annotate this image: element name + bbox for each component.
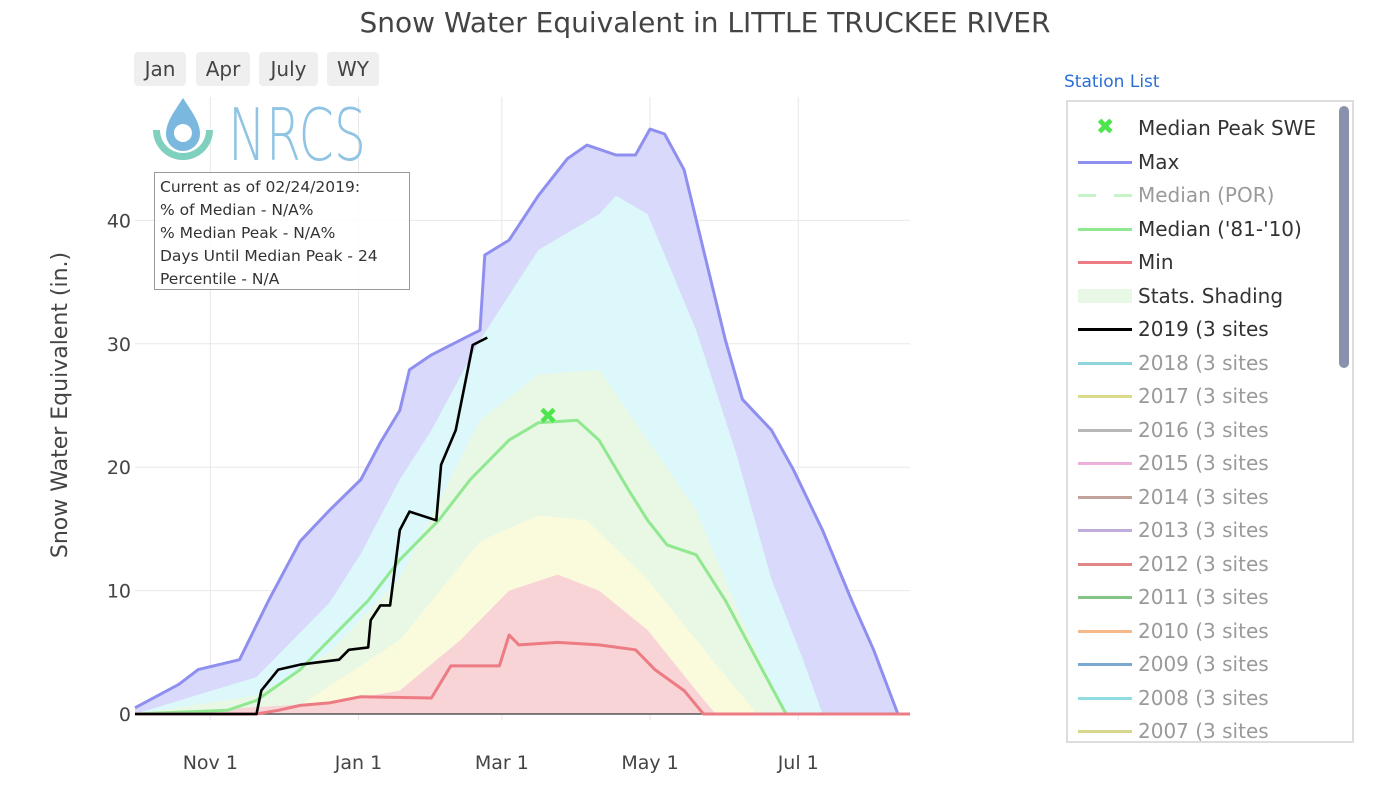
legend-label: 2011 (3 sites bbox=[1138, 585, 1269, 609]
legend-item[interactable]: Stats. Shading bbox=[1068, 281, 1338, 311]
x-tick-label: Jul 1 bbox=[777, 752, 819, 774]
series-line-median-81-10- bbox=[134, 418, 910, 716]
legend-item[interactable]: 2011 (3 sites bbox=[1068, 582, 1338, 612]
legend-item[interactable]: 2008 (3 sites bbox=[1068, 683, 1338, 713]
line-swatch bbox=[1078, 361, 1132, 365]
current-status-box: Current as of 02/24/2019: % of Median - … bbox=[154, 172, 410, 290]
axes: 0 10 20 30 40 Nov 1 Jan 1 Mar 1 May 1 Jul 1 Snow W… bbox=[48, 210, 819, 774]
legend-item[interactable]: Min bbox=[1068, 247, 1338, 277]
legend-label: 2014 (3 sites bbox=[1138, 484, 1269, 509]
legend-label: 2016 (3 sites bbox=[1138, 417, 1269, 442]
legend-label: 2017 (3 sites bbox=[1138, 384, 1269, 408]
legend-item[interactable]: 2017 (3 sites bbox=[1068, 381, 1338, 411]
series-lines bbox=[134, 127, 910, 716]
series-line-max bbox=[134, 127, 900, 715]
fill-swatch bbox=[1078, 288, 1132, 303]
x-tick-label: Nov 1 bbox=[183, 752, 238, 774]
dashed-line-swatch bbox=[1078, 194, 1132, 197]
legend-scrollbar[interactable] bbox=[1339, 106, 1349, 368]
legend-label: 2019 (3 sites bbox=[1138, 317, 1269, 341]
y-axis-title: Snow Water Equivalent (in.) bbox=[48, 252, 73, 558]
legend-label: 2009 (3 sites bbox=[1138, 652, 1269, 676]
shading-band-10-min bbox=[135, 574, 716, 714]
legend-label: Min bbox=[1138, 250, 1174, 274]
percent-median-peak: % Median Peak - N/A% bbox=[160, 224, 336, 242]
line-swatch bbox=[1078, 328, 1132, 331]
line-swatch bbox=[1078, 596, 1132, 599]
legend-item[interactable]: Max bbox=[1068, 147, 1338, 177]
legend-label: Stats. Shading bbox=[1138, 283, 1284, 308]
line-swatch bbox=[1078, 730, 1132, 733]
x-tick-label: Jan 1 bbox=[334, 752, 382, 774]
legend-item[interactable]: 2009 (3 sites bbox=[1068, 649, 1338, 679]
line-swatch bbox=[1078, 227, 1132, 231]
line-swatch bbox=[1078, 529, 1132, 532]
median-peak-marker bbox=[540, 407, 556, 423]
range-button-apr[interactable]: Apr bbox=[196, 52, 250, 86]
chart-title: Snow Water Equivalent in LITTLE TRUCKEE … bbox=[359, 6, 1051, 39]
legend-label: 2013 (3 sites bbox=[1138, 518, 1269, 542]
line-swatch bbox=[1078, 495, 1132, 499]
range-button-july[interactable]: July bbox=[259, 52, 318, 86]
y-tick-label: 40 bbox=[107, 210, 131, 232]
line-swatch bbox=[1078, 428, 1132, 432]
y-tick-label: 20 bbox=[107, 457, 131, 479]
legend-label: Median Peak SWE bbox=[1138, 116, 1317, 140]
markers bbox=[540, 407, 556, 423]
water-drop-icon bbox=[166, 98, 200, 151]
legend-item[interactable]: 2013 (3 sites bbox=[1068, 515, 1338, 545]
range-button-jan[interactable]: Jan bbox=[134, 52, 186, 86]
x-tick-label: Mar 1 bbox=[475, 752, 529, 774]
legend-item[interactable]: 2015 (3 sites bbox=[1068, 448, 1338, 478]
legend-item[interactable]: 2018 (3 sites bbox=[1068, 348, 1338, 378]
stats-shading bbox=[135, 129, 898, 715]
legend-label: 2018 (3 sites bbox=[1138, 350, 1269, 375]
range-button-wy[interactable]: WY bbox=[327, 52, 379, 86]
legend-label: 2012 (3 sites bbox=[1138, 551, 1269, 576]
legend-item[interactable]: Median (POR) bbox=[1068, 180, 1338, 210]
line-swatch bbox=[1078, 663, 1132, 666]
percentile: Percentile - N/A bbox=[160, 270, 280, 288]
line-swatch bbox=[1078, 629, 1132, 633]
legend-item[interactable]: ✖ Median Peak SWE bbox=[1068, 113, 1338, 143]
legend-item[interactable]: 2007 (3 sites bbox=[1068, 716, 1338, 743]
swe-chart: 0 10 20 30 40 Nov 1 Jan 1 Mar 1 May 1 Jul 1 Snow W… bbox=[48, 97, 910, 774]
series-line-min bbox=[135, 633, 910, 716]
y-tick-label: 10 bbox=[107, 581, 131, 603]
arc-icon bbox=[153, 130, 213, 160]
logo-text: NRCS bbox=[228, 96, 366, 168]
legend: ✖ Median Peak SWE Max Median (POR) Median ('… bbox=[1066, 100, 1354, 743]
line-swatch bbox=[1078, 462, 1132, 465]
legend-item[interactable]: 2014 (3 sites bbox=[1068, 482, 1338, 512]
legend-item[interactable]: 2010 (3 sites bbox=[1068, 616, 1338, 646]
legend-label: 2008 (3 sites bbox=[1138, 685, 1269, 710]
legend-label: 2010 (3 sites bbox=[1138, 618, 1269, 643]
line-swatch bbox=[1078, 696, 1132, 700]
line-swatch bbox=[1078, 261, 1132, 264]
legend-label: Median ('81-'10) bbox=[1138, 216, 1302, 241]
legend-item[interactable]: 2016 (3 sites bbox=[1068, 415, 1338, 445]
station-list-link[interactable]: Station List bbox=[1064, 72, 1160, 92]
y-tick-label: 30 bbox=[107, 334, 131, 356]
days-until-median-peak: Days Until Median Peak - 24 bbox=[160, 247, 378, 265]
current-as-of: Current as of 02/24/2019: bbox=[160, 178, 361, 196]
series-line-2019-3-sites bbox=[135, 336, 488, 716]
y-tick-label: 0 bbox=[119, 704, 131, 726]
legend-item[interactable]: Median ('81-'10) bbox=[1068, 214, 1338, 244]
legend-label: 2015 (3 sites bbox=[1138, 451, 1269, 475]
x-marker-icon: ✖ bbox=[1096, 115, 1115, 140]
line-swatch bbox=[1078, 562, 1132, 566]
percent-of-median: % of Median - N/A% bbox=[160, 201, 314, 219]
legend-item[interactable]: 2012 (3 sites bbox=[1068, 549, 1338, 579]
legend-label: Max bbox=[1138, 149, 1180, 174]
line-swatch bbox=[1078, 395, 1132, 398]
legend-item[interactable]: 2019 (3 sites bbox=[1068, 314, 1338, 344]
legend-label: 2007 (3 sites bbox=[1138, 719, 1269, 743]
x-tick-label: May 1 bbox=[621, 752, 678, 774]
legend-label: Median (POR) bbox=[1138, 183, 1275, 207]
nrcs-logo: NRCS bbox=[153, 96, 366, 168]
line-swatch bbox=[1078, 160, 1132, 164]
